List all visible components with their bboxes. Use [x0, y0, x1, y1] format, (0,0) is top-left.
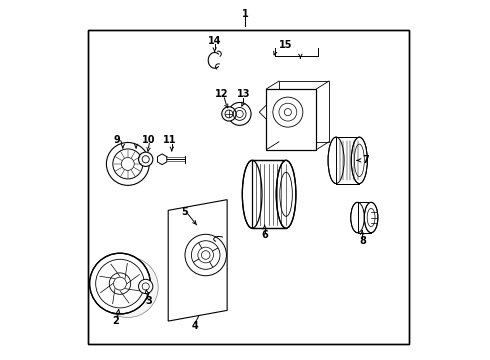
Bar	[358, 202, 371, 233]
Circle shape	[222, 107, 236, 121]
Polygon shape	[259, 105, 267, 119]
Text: 13: 13	[237, 89, 250, 99]
Ellipse shape	[351, 202, 364, 233]
Text: 3: 3	[145, 296, 152, 306]
Text: 8: 8	[360, 236, 367, 246]
Text: 9: 9	[113, 135, 120, 145]
Circle shape	[98, 257, 158, 318]
Ellipse shape	[276, 160, 296, 228]
Bar	[88, 30, 409, 344]
Circle shape	[122, 157, 134, 170]
Text: 7: 7	[363, 156, 369, 165]
Ellipse shape	[364, 202, 378, 233]
Polygon shape	[157, 154, 167, 165]
Text: 12: 12	[215, 89, 228, 99]
Ellipse shape	[328, 137, 344, 184]
Text: 14: 14	[208, 36, 221, 46]
Circle shape	[198, 247, 214, 263]
Text: 11: 11	[163, 135, 177, 145]
Bar	[279, 81, 329, 142]
Text: 6: 6	[261, 230, 268, 240]
Ellipse shape	[243, 160, 262, 228]
Text: 1: 1	[242, 9, 248, 19]
Circle shape	[109, 273, 131, 294]
Polygon shape	[168, 200, 227, 321]
Text: 4: 4	[192, 321, 198, 331]
Text: 15: 15	[279, 40, 293, 50]
Circle shape	[139, 152, 153, 166]
Ellipse shape	[351, 137, 368, 184]
Circle shape	[228, 103, 251, 125]
Circle shape	[139, 279, 153, 294]
Text: 5: 5	[181, 207, 188, 217]
Text: 2: 2	[112, 316, 119, 326]
Bar	[336, 137, 359, 184]
Circle shape	[90, 253, 150, 314]
Bar	[88, 30, 409, 344]
Circle shape	[284, 109, 292, 116]
Bar	[267, 89, 317, 150]
Circle shape	[185, 234, 226, 276]
Bar	[252, 160, 286, 228]
Bar	[267, 89, 317, 150]
Text: 10: 10	[142, 135, 155, 145]
Circle shape	[106, 143, 149, 185]
